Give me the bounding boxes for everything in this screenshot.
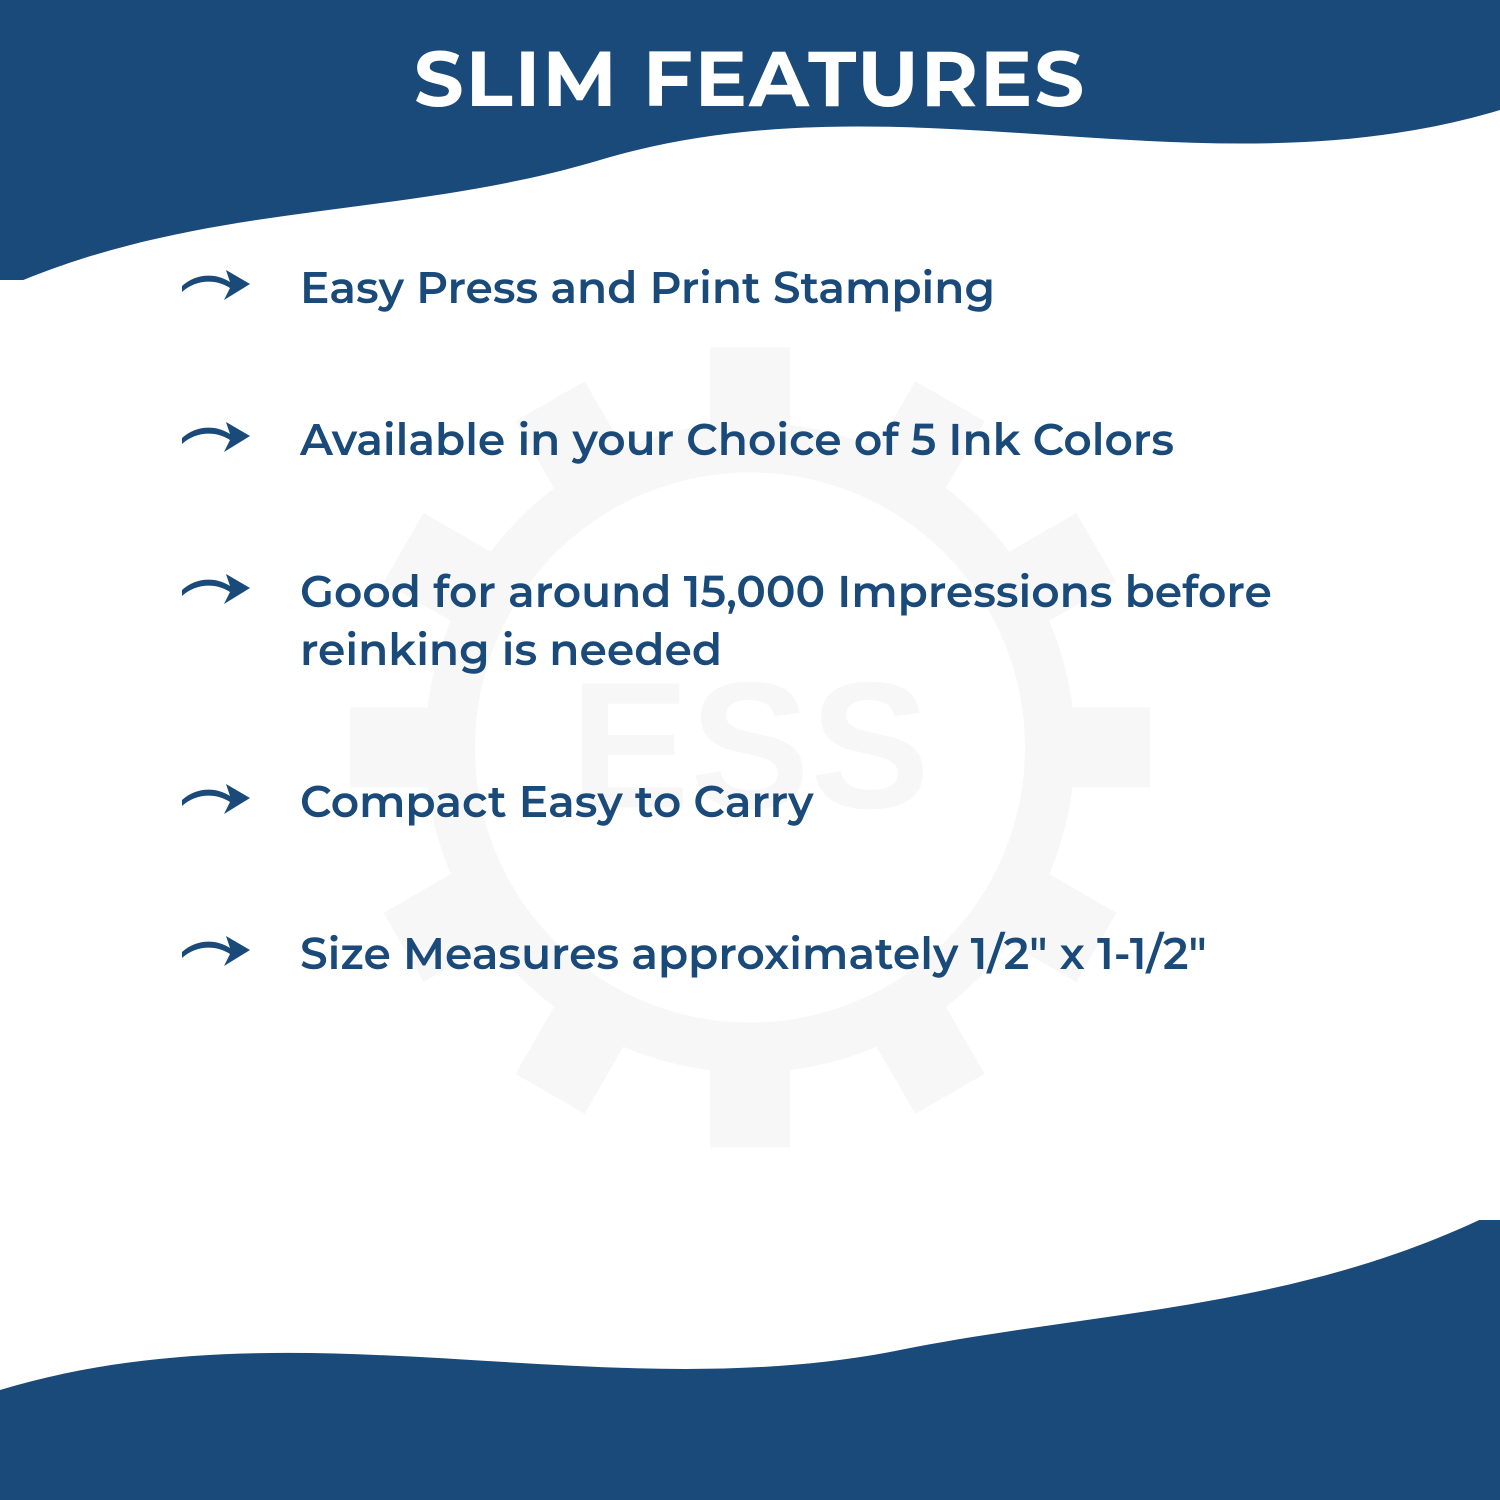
feature-text: Good for around 15,000 Impressions befor… <box>300 564 1380 678</box>
arrow-right-icon <box>180 264 260 309</box>
feature-text: Size Measures approximately 1/2" x 1-1/2… <box>300 926 1207 983</box>
feature-list: Easy Press and Print Stamping Available … <box>180 260 1380 1078</box>
arrow-right-icon <box>180 930 260 975</box>
feature-item: Compact Easy to Carry <box>180 774 1380 831</box>
feature-item: Available in your Choice of 5 Ink Colors <box>180 412 1380 469</box>
feature-card: ESS SLIM FEATURES Easy Press and Print S… <box>0 0 1500 1500</box>
arrow-right-icon <box>180 778 260 823</box>
footer-wave-shape <box>0 1220 1500 1500</box>
feature-text: Available in your Choice of 5 Ink Colors <box>300 412 1174 469</box>
feature-text: Easy Press and Print Stamping <box>300 260 995 317</box>
feature-item: Good for around 15,000 Impressions befor… <box>180 564 1380 678</box>
arrow-right-icon <box>180 416 260 461</box>
page-title: SLIM FEATURES <box>0 30 1500 126</box>
feature-text: Compact Easy to Carry <box>300 774 814 831</box>
arrow-right-icon <box>180 568 260 613</box>
feature-item: Size Measures approximately 1/2" x 1-1/2… <box>180 926 1380 983</box>
feature-item: Easy Press and Print Stamping <box>180 260 1380 317</box>
